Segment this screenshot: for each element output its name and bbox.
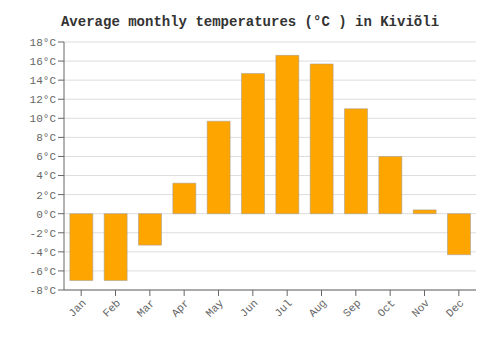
svg-text:0°C: 0°C xyxy=(36,209,56,221)
svg-text:-4°C: -4°C xyxy=(30,247,57,259)
svg-text:Dec: Dec xyxy=(444,297,466,319)
svg-text:6°C: 6°C xyxy=(36,151,56,163)
svg-text:8°C: 8°C xyxy=(36,132,56,144)
svg-text:Aug: Aug xyxy=(307,297,329,319)
svg-text:Jan: Jan xyxy=(66,297,88,319)
svg-text:Oct: Oct xyxy=(375,297,397,319)
svg-text:-2°C: -2°C xyxy=(30,228,57,240)
svg-text:Jul: Jul xyxy=(272,297,294,319)
svg-text:-6°C: -6°C xyxy=(30,266,57,278)
svg-text:Sep: Sep xyxy=(341,297,363,319)
svg-text:12°C: 12°C xyxy=(30,94,57,106)
svg-text:Mar: Mar xyxy=(135,297,157,319)
svg-text:Jun: Jun xyxy=(238,297,260,319)
svg-text:10°C: 10°C xyxy=(30,113,57,125)
html-text:Average monthly temperatures (: Average monthly temperatures (°C ) in Ki… xyxy=(61,14,439,30)
svg-text:-8°C: -8°C xyxy=(30,285,57,297)
svg-text:16°C: 16°C xyxy=(30,56,57,68)
svg-text:Feb: Feb xyxy=(101,297,123,319)
svg-text:4°C: 4°C xyxy=(36,170,56,182)
svg-text:14°C: 14°C xyxy=(30,75,57,87)
svg-text:Apr: Apr xyxy=(169,297,191,319)
svg-text:18°C: 18°C xyxy=(30,37,57,49)
svg-text:Nov: Nov xyxy=(410,297,433,320)
svg-text:May: May xyxy=(204,297,227,320)
svg-text:2°C: 2°C xyxy=(36,190,56,202)
